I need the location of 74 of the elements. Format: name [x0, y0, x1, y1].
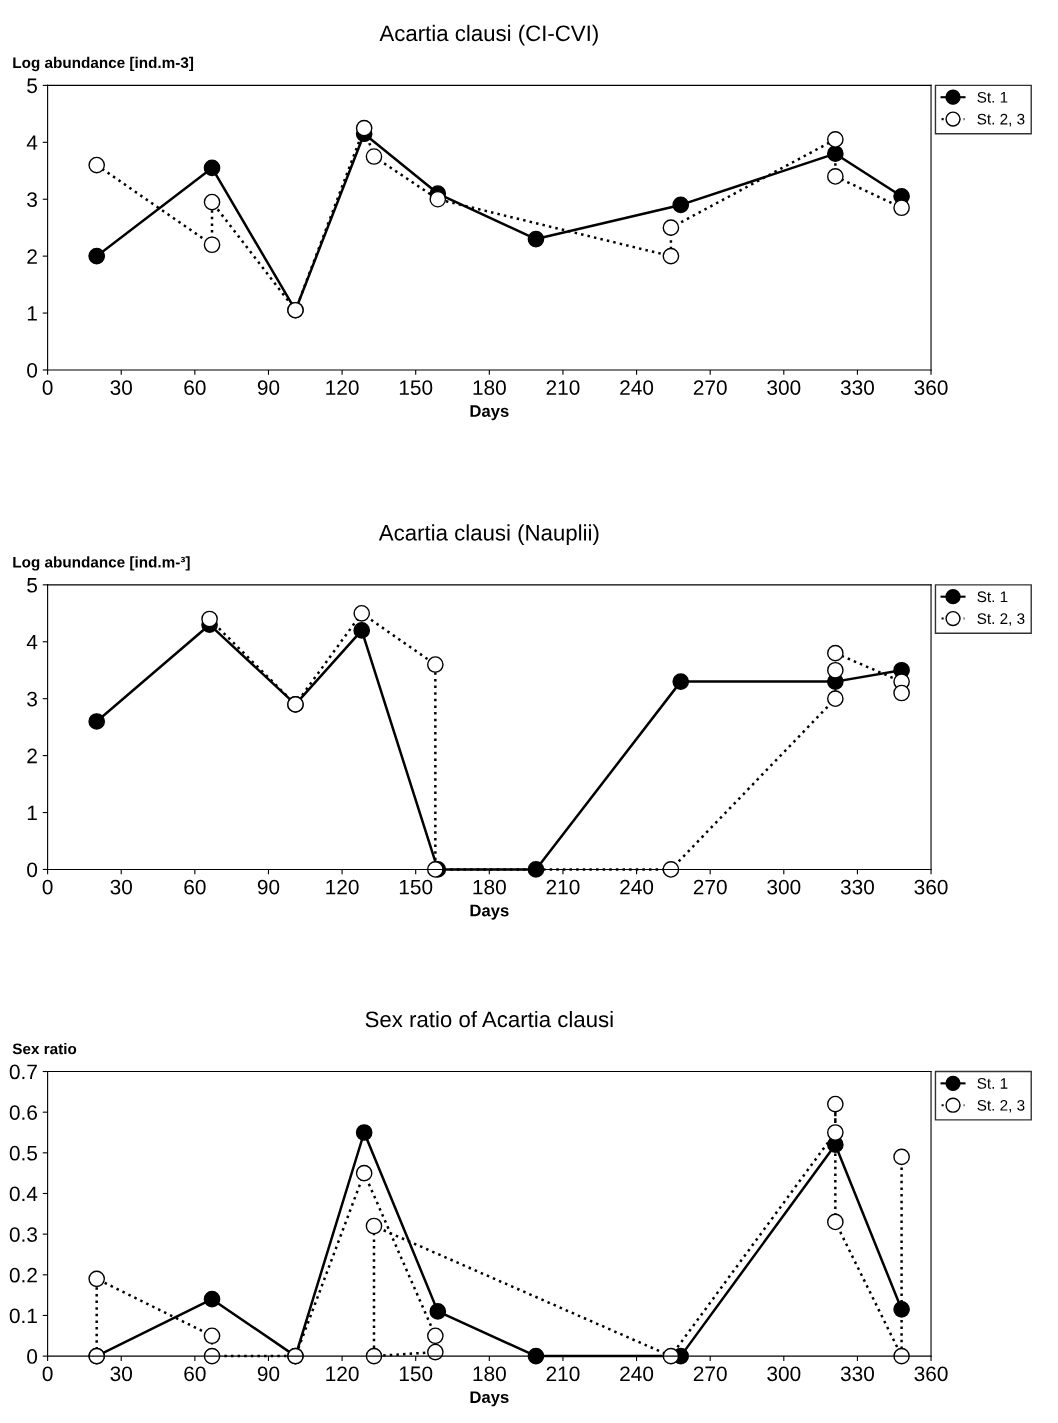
x-tick-label: 210	[546, 1366, 580, 1382]
y-tick-label: 0	[27, 1349, 38, 1364]
x-tick-label: 180	[473, 1366, 506, 1382]
x-tick-label: 300	[767, 380, 801, 395]
x-tick-label: 0	[42, 879, 53, 895]
x-tick-label: 240	[620, 380, 654, 395]
x-tick-label: 210	[546, 380, 580, 395]
y-tick-label: 2	[27, 249, 37, 264]
x-tick-label: 360	[914, 380, 948, 395]
legend-label: St. 2, 3	[977, 1099, 1025, 1113]
chart-title: Acartia clausi (Nauplii)	[378, 524, 599, 546]
x-tick-label: 150	[399, 380, 433, 395]
y-tick-label: 5	[27, 78, 38, 94]
y-tick-label: 4	[26, 634, 38, 650]
x-tick-label: 60	[184, 380, 206, 395]
x-tick-label: 90	[257, 1366, 280, 1382]
x-tick-label: 30	[110, 879, 132, 895]
y-tick-label: 1	[27, 805, 37, 821]
x-tick-label: 180	[473, 380, 506, 395]
x-tick-label: 120	[326, 879, 359, 895]
y-axis-title: Log abundance [ind.m-3]	[13, 56, 194, 72]
y-tick-label: 0.5	[9, 1145, 38, 1161]
y-tick-label: 0.1	[9, 1308, 37, 1324]
y-tick-label: 0.6	[9, 1105, 37, 1120]
x-axis-title: Days	[470, 405, 509, 421]
y-tick-label: 1	[27, 306, 37, 321]
x-tick-label: 300	[767, 1366, 801, 1382]
y-tick-label: 0.7	[9, 1064, 37, 1080]
x-tick-label: 330	[840, 380, 874, 395]
x-tick-label: 360	[914, 879, 948, 895]
y-tick-label: 0	[27, 862, 38, 878]
x-tick-label: 240	[620, 879, 654, 895]
x-axis-title: Days	[470, 1391, 509, 1407]
x-tick-label: 210	[546, 879, 580, 895]
y-tick-label: 0.3	[9, 1227, 37, 1242]
x-axis-title: Days	[470, 904, 509, 920]
y-tick-label: 0	[27, 362, 38, 378]
x-tick-label: 60	[184, 1366, 206, 1382]
x-tick-label: 240	[620, 1366, 654, 1382]
x-tick-label: 90	[257, 380, 280, 395]
x-tick-label: 300	[767, 879, 801, 895]
legend-label: St. 2, 3	[977, 113, 1025, 127]
x-tick-label: 270	[693, 879, 727, 895]
legend-label: St. 1	[977, 91, 1008, 103]
legend-label: St. 1	[977, 1078, 1008, 1089]
chart-title: Sex ratio of Acartia clausi	[365, 1010, 613, 1028]
x-tick-label: 60	[184, 879, 206, 895]
y-tick-label: 0.2	[9, 1267, 37, 1283]
x-tick-label: 270	[693, 380, 727, 395]
x-tick-label: 120	[326, 1366, 359, 1382]
x-tick-label: 150	[399, 879, 433, 895]
x-tick-label: 120	[326, 380, 359, 395]
x-tick-label: 0	[42, 1366, 53, 1382]
x-tick-label: 30	[110, 380, 132, 395]
x-tick-label: 0	[42, 380, 53, 395]
y-axis-title: Log abundance [ind.m-³]	[13, 556, 190, 571]
y-tick-label: 2	[27, 748, 37, 764]
x-tick-label: 30	[110, 1366, 132, 1382]
legend-label: St. 2, 3	[977, 613, 1025, 626]
x-tick-label: 270	[693, 1366, 727, 1382]
x-tick-label: 360	[914, 1366, 948, 1382]
y-tick-label: 4	[26, 135, 38, 150]
x-tick-label: 330	[840, 1366, 874, 1382]
y-tick-label: 0.4	[9, 1186, 38, 1202]
x-tick-label: 150	[399, 1366, 433, 1382]
y-tick-label: 3	[27, 691, 37, 707]
y-tick-label: 3	[27, 192, 37, 207]
legend-label: St. 1	[977, 591, 1008, 603]
x-tick-label: 330	[840, 879, 874, 895]
x-tick-label: 90	[257, 879, 280, 895]
chart-title: Acartia clausi (CI-CVI)	[379, 24, 598, 46]
x-tick-label: 180	[473, 879, 506, 895]
y-tick-label: 5	[27, 578, 38, 593]
y-axis-title: Sex ratio	[12, 1043, 77, 1055]
